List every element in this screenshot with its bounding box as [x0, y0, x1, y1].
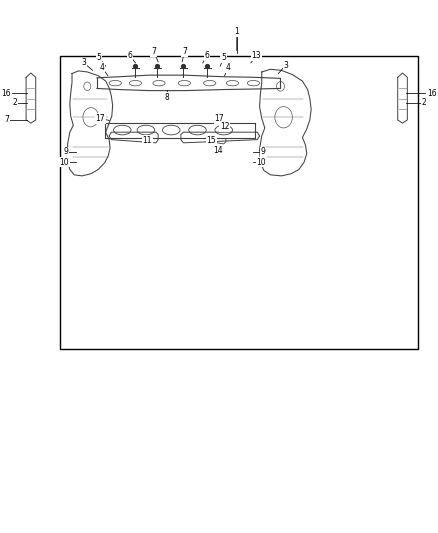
Text: 7: 7	[4, 116, 9, 124]
Text: 17: 17	[215, 114, 224, 123]
Ellipse shape	[215, 125, 233, 135]
Text: 1: 1	[234, 28, 239, 36]
Ellipse shape	[204, 80, 216, 86]
Text: 10: 10	[257, 158, 266, 166]
Text: 7: 7	[151, 47, 156, 56]
Text: 16: 16	[1, 89, 11, 98]
Text: 12: 12	[220, 123, 230, 131]
Ellipse shape	[178, 80, 191, 86]
Ellipse shape	[162, 125, 180, 135]
Text: 2: 2	[13, 99, 18, 107]
Text: 17: 17	[95, 114, 105, 123]
Ellipse shape	[189, 125, 206, 135]
Text: 7: 7	[182, 47, 187, 56]
Text: 8: 8	[165, 93, 169, 101]
Text: 4: 4	[226, 63, 230, 72]
Text: 6: 6	[128, 52, 133, 60]
Ellipse shape	[137, 125, 155, 135]
Text: 14: 14	[213, 146, 223, 155]
Ellipse shape	[247, 80, 260, 86]
Ellipse shape	[113, 125, 131, 135]
Text: 3: 3	[283, 61, 288, 69]
Text: 11: 11	[142, 136, 152, 144]
Text: 3: 3	[81, 59, 86, 67]
Text: 15: 15	[207, 136, 216, 145]
Text: 9: 9	[63, 148, 68, 156]
Ellipse shape	[129, 80, 141, 86]
Ellipse shape	[226, 80, 239, 86]
Text: 5: 5	[97, 53, 102, 62]
Text: 4: 4	[100, 63, 105, 72]
Text: 13: 13	[252, 52, 261, 60]
Ellipse shape	[153, 80, 165, 86]
Text: 10: 10	[59, 158, 69, 166]
Text: 16: 16	[427, 89, 437, 98]
Bar	[60, 56, 418, 349]
Text: 5: 5	[221, 53, 226, 62]
Text: 6: 6	[205, 52, 209, 60]
Text: 9: 9	[261, 148, 265, 156]
Text: 2: 2	[421, 99, 426, 107]
Ellipse shape	[109, 80, 121, 86]
